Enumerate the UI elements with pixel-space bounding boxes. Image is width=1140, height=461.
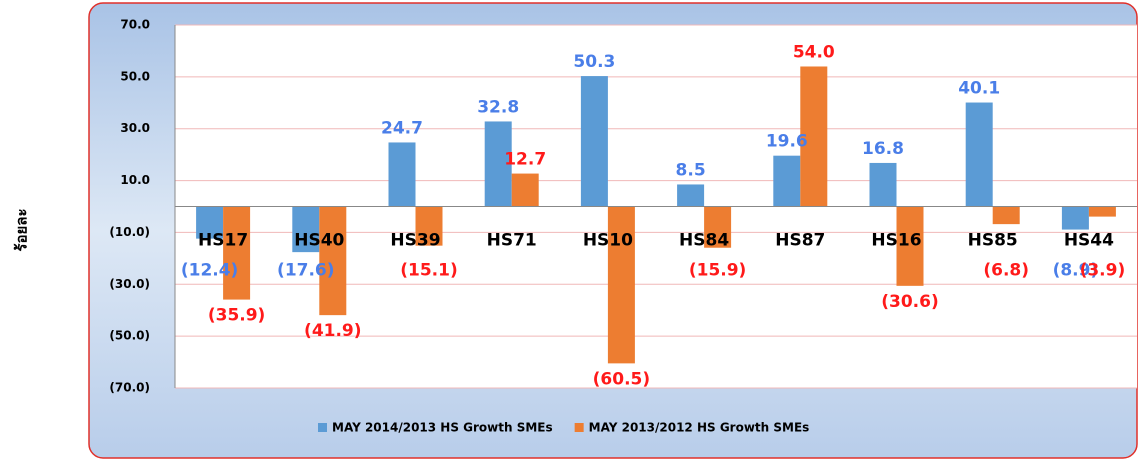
bar xyxy=(773,155,801,207)
value-label: 32.8 xyxy=(477,97,519,117)
value-label: (41.9) xyxy=(304,321,361,341)
y-tick-label: (30.0) xyxy=(109,277,150,291)
bar xyxy=(292,206,320,253)
y-tick-label: 30.0 xyxy=(120,121,150,135)
x-tick-label: HS85 xyxy=(968,231,1018,251)
value-label: 54.0 xyxy=(793,42,835,62)
value-label: 8.5 xyxy=(676,160,706,180)
legend-swatch xyxy=(574,423,584,432)
value-label: 16.8 xyxy=(862,139,904,159)
bar xyxy=(965,102,993,207)
value-label: (15.1) xyxy=(400,261,457,281)
legend-swatch xyxy=(318,423,327,432)
y-tick-label: (70.0) xyxy=(109,381,150,395)
bar xyxy=(415,206,443,246)
value-label: (35.9) xyxy=(208,306,265,326)
value-label: (60.5) xyxy=(593,369,650,389)
y-tick-label: 50.0 xyxy=(120,69,150,83)
bar xyxy=(896,206,924,286)
value-label: (3.9) xyxy=(1080,261,1126,281)
x-tick-label: HS16 xyxy=(871,231,921,251)
bar xyxy=(511,173,539,207)
x-tick-label: HS40 xyxy=(294,231,344,251)
x-tick-label: HS87 xyxy=(775,231,825,251)
y-tick-label: 70.0 xyxy=(120,18,150,32)
value-label: 24.7 xyxy=(381,118,423,138)
legend-label: MAY 2013/2012 HS Growth SMEs xyxy=(589,421,810,435)
bar xyxy=(800,66,828,207)
y-axis-label: ร้อยละ xyxy=(13,208,31,251)
bar xyxy=(704,206,732,248)
value-label: (30.6) xyxy=(881,292,938,312)
x-tick-label: HS10 xyxy=(583,231,633,251)
value-label: (15.9) xyxy=(689,261,746,281)
bar xyxy=(1061,206,1089,230)
x-tick-label: HS39 xyxy=(390,231,440,251)
bar xyxy=(1088,206,1116,217)
bar xyxy=(388,142,416,207)
y-tick-label: (50.0) xyxy=(109,329,150,343)
bar xyxy=(196,206,224,239)
bar xyxy=(677,184,705,207)
value-label: (17.6) xyxy=(277,261,334,281)
legend-label: MAY 2014/2013 HS Growth SMEs xyxy=(332,421,553,435)
y-tick-label: 10.0 xyxy=(120,173,150,187)
value-label: 12.7 xyxy=(504,150,546,170)
x-tick-label: HS71 xyxy=(487,231,537,251)
x-tick-label: HS84 xyxy=(679,231,729,251)
bar xyxy=(484,121,512,207)
value-label: (6.8) xyxy=(983,261,1029,281)
value-label: 50.3 xyxy=(573,52,615,72)
y-tick-label: (10.0) xyxy=(109,225,150,239)
bar xyxy=(580,76,608,207)
value-label: (12.4) xyxy=(181,261,238,281)
bar xyxy=(992,206,1020,225)
bar xyxy=(607,206,635,364)
bar xyxy=(223,206,251,300)
x-tick-label: HS44 xyxy=(1064,231,1114,251)
value-label: 19.6 xyxy=(766,132,808,152)
bar xyxy=(319,206,347,316)
value-label: 40.1 xyxy=(958,79,1000,99)
x-tick-label: HS17 xyxy=(198,231,248,251)
value-label: (8.9) xyxy=(1053,261,1099,281)
bar xyxy=(869,162,897,207)
